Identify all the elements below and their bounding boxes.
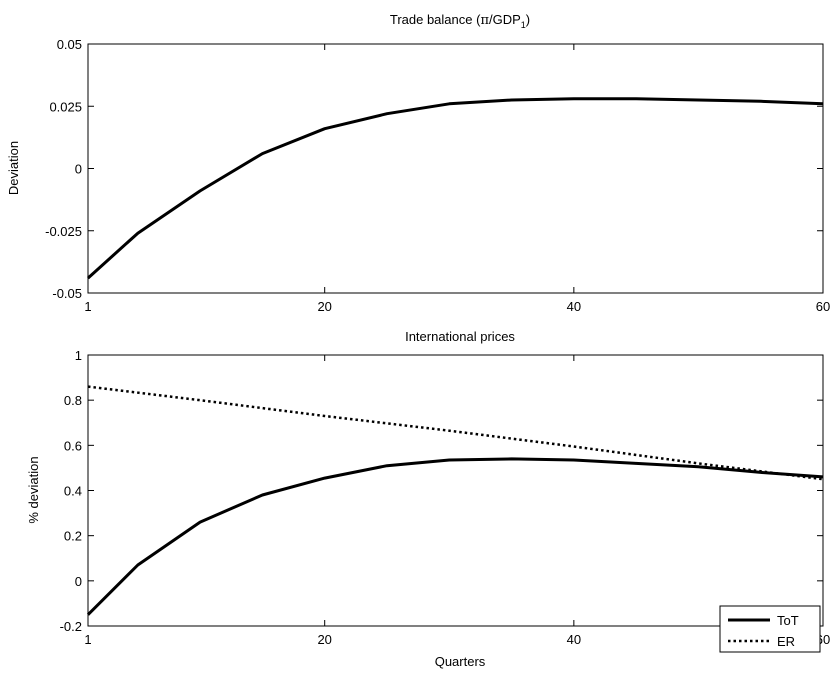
- x-tick-label: 40: [567, 299, 581, 314]
- title-mid: /GDP: [489, 12, 521, 27]
- x-tick-label: 1: [84, 299, 91, 314]
- y-tick-label: -0.05: [52, 286, 82, 301]
- international-prices-chart: International prices % deviation Quarter…: [26, 329, 830, 669]
- y-tick-label: 0.2: [64, 529, 82, 544]
- trade-balance-ylabel: Deviation: [6, 141, 21, 195]
- trade-balance-axes: 1 20 40 60 -0.05 -0.025 0 0.025 0.05: [45, 37, 830, 314]
- y-tick-label: 0: [75, 162, 82, 177]
- y-tick-label: 0.05: [57, 37, 82, 52]
- x-tick-label: 60: [816, 299, 830, 314]
- x-tick-label: 20: [317, 632, 331, 647]
- international-prices-ylabel: % deviation: [26, 456, 41, 523]
- title-pi: π: [480, 13, 489, 28]
- x-tick-label: 1: [84, 632, 91, 647]
- y-tick-label: 1: [75, 348, 82, 363]
- title-main: Trade balance (: [390, 12, 481, 27]
- international-prices-title: International prices: [405, 329, 515, 344]
- legend: ToT ER: [719, 605, 821, 653]
- series-line: [86, 97, 824, 280]
- plot-frame: [87, 43, 824, 294]
- trade-balance-title: Trade balance (π/GDP1): [390, 12, 530, 30]
- y-tick-label: 0.025: [49, 99, 82, 114]
- legend-label-er: ER: [777, 634, 795, 649]
- y-tick-label: 0.4: [64, 484, 82, 499]
- title-subscript: 1: [521, 20, 526, 30]
- y-tick-label: 0.8: [64, 393, 82, 408]
- legend-label-tot: ToT: [777, 613, 799, 628]
- x-tick-label: 40: [567, 632, 581, 647]
- international-prices-axes: 1 20 40 60-0.200.20.40.60.81: [60, 348, 831, 647]
- y-tick-label: -0.2: [60, 619, 82, 634]
- series-line-tot: [86, 457, 824, 616]
- y-tick-label: -0.025: [45, 224, 82, 239]
- legend-box: [719, 605, 821, 653]
- trade-balance-chart: Trade balance (π/GDP1) Deviation 1 20 40 60…: [6, 12, 830, 314]
- title-end: ): [526, 12, 530, 27]
- y-tick-label: 0.6: [64, 438, 82, 453]
- x-tick-label: 20: [317, 299, 331, 314]
- series-line-er: [87, 385, 824, 481]
- plot-frame: [87, 354, 824, 627]
- international-prices-xlabel: Quarters: [435, 654, 486, 669]
- y-tick-label: 0: [75, 574, 82, 589]
